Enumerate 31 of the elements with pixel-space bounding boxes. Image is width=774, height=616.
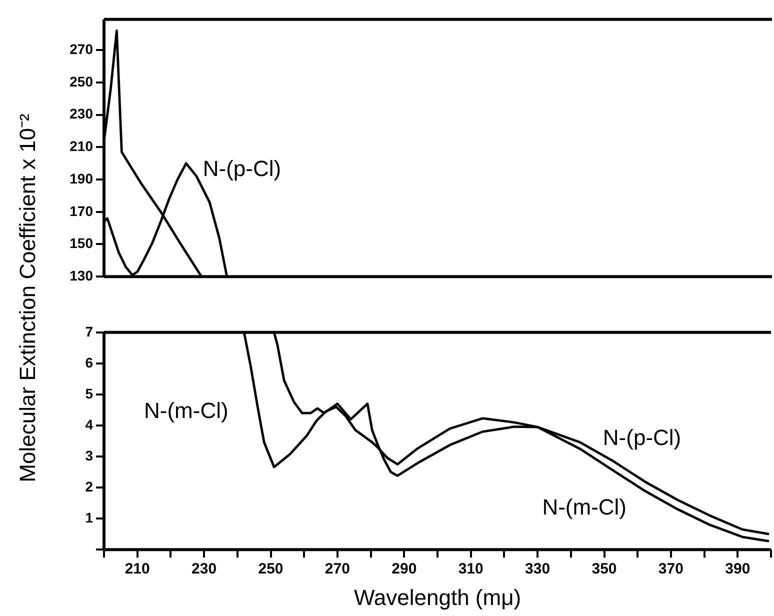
y-axis-title: Molecular Extinction Coefficient x 10⁻² [14, 114, 41, 482]
annotation: N-(m-Cl) [542, 494, 627, 520]
x-tick-label: 290 [392, 560, 417, 578]
y-tick-label: 6 [85, 354, 94, 370]
annotation: N-(m-Cl) [144, 398, 228, 423]
x-tick-label: 390 [725, 560, 750, 578]
x-tick-label: 330 [525, 560, 550, 578]
y-tick-label: 190 [70, 170, 94, 186]
y-tick-label: 2 [85, 478, 94, 494]
x-tick-label: 250 [258, 560, 284, 578]
y-tick-label: 7 [85, 323, 94, 340]
y-tick-label: 170 [70, 202, 94, 219]
y-tick-label: 4 [85, 416, 94, 432]
y-tick-label: 130 [70, 267, 94, 284]
y-tick-label: 150 [70, 235, 94, 252]
x-tick-label: 370 [658, 560, 684, 578]
annotation: N-(p-Cl) [602, 424, 682, 450]
y-tick-label: 1 [85, 509, 94, 526]
y-tick-label: 210 [70, 138, 94, 154]
x-tick-label: 310 [458, 560, 484, 578]
annotation: N-(p-Cl) [202, 156, 282, 181]
y-tick-label: 270 [70, 40, 94, 57]
x-tick-label: 210 [124, 560, 150, 578]
x-tick-label: 350 [592, 560, 617, 578]
y-tick-label: 250 [70, 73, 94, 90]
y-tick-label: 230 [70, 106, 94, 122]
x-axis-title: Wavelength (mμ) [354, 584, 522, 610]
y-tick-label: 3 [85, 447, 94, 464]
y-tick-label: 5 [85, 385, 94, 402]
x-tick-label: 270 [324, 560, 350, 578]
x-tick-label: 230 [192, 560, 217, 578]
